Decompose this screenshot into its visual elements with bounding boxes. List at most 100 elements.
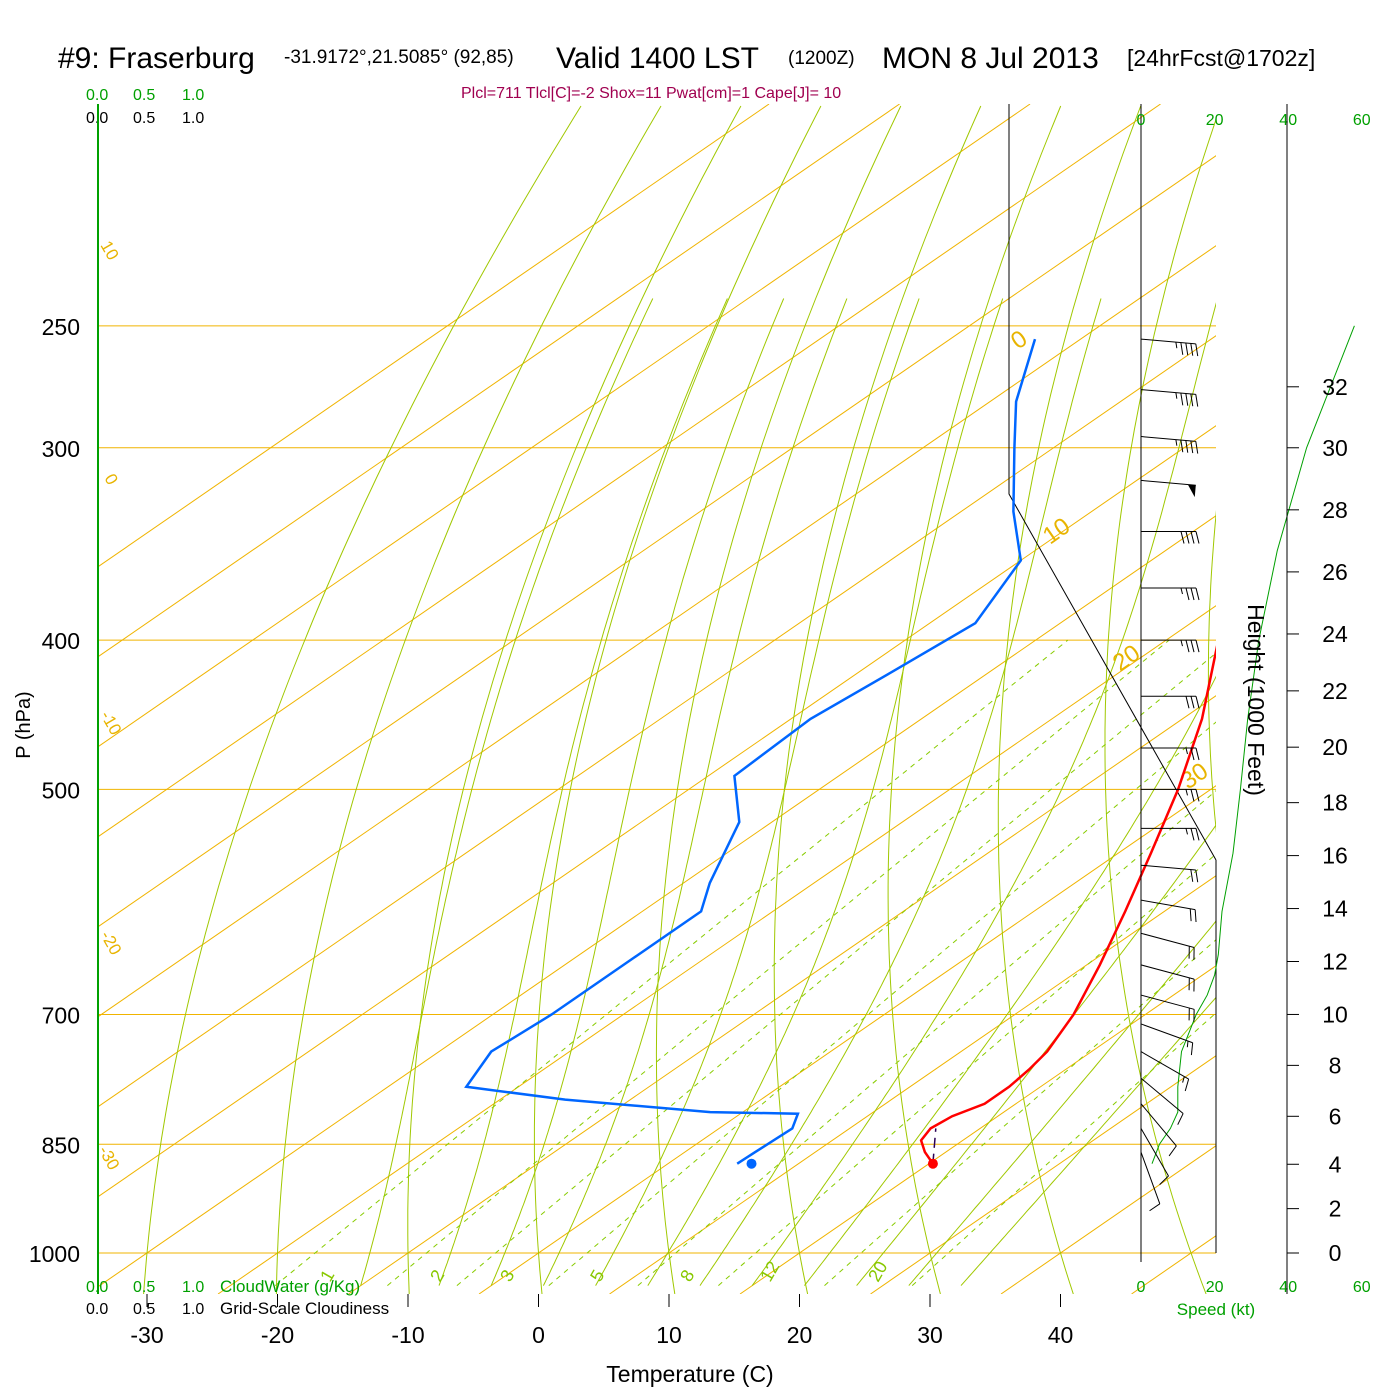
wind-barb-flag — [1185, 440, 1189, 453]
speed-axis-label: Speed (kt) — [1177, 1300, 1255, 1319]
cloud-scale-value: 0.5 — [133, 87, 155, 104]
wind-barb — [1140, 932, 1195, 960]
isotherm-line — [98, 515, 1216, 1288]
cloud-scale-value: 0.0 — [86, 1279, 108, 1296]
height-tick-label: 12 — [1322, 949, 1348, 975]
moist-adiabat — [438, 298, 728, 1286]
dry-adiabat — [407, 105, 742, 1294]
sounding-indices: Plcl=711 Tlcl[C]=-2 Shox=11 Pwat[cm]=1 C… — [461, 85, 841, 102]
isotherm-line — [478, 785, 1216, 1294]
wind-barb-flag — [1195, 789, 1200, 802]
wind-barb-flag — [1149, 1203, 1161, 1212]
temperature-tick-label: -30 — [130, 1322, 163, 1348]
height-tick-label: 8 — [1329, 1052, 1342, 1078]
isotherm-line — [98, 104, 1161, 838]
title-utc: (1200Z) — [788, 48, 855, 69]
wind-barb-flag — [1184, 1078, 1190, 1092]
pressure-tick-label: 850 — [42, 1132, 80, 1158]
surface-dewpoint-marker — [746, 1158, 757, 1169]
wind-barb — [1140, 436, 1199, 454]
x-axis-label: Temperature (C) — [606, 1361, 773, 1387]
wind-barb — [1140, 1051, 1190, 1092]
title-station: #9: Fraserburg — [58, 42, 255, 75]
wind-barb-flag — [1185, 531, 1190, 544]
wind-barb — [1140, 479, 1196, 498]
surface-temperature-marker — [927, 1158, 938, 1169]
moist-adiabat — [542, 298, 848, 1286]
height-tick-label: 0 — [1329, 1240, 1342, 1266]
wind-barb-half-flag — [1175, 342, 1178, 349]
cloud-scale-value: 0.0 — [86, 87, 108, 104]
wind-barb-flag — [1190, 640, 1195, 653]
plot-boundary — [1008, 104, 1217, 861]
wind-barb-flag — [1185, 393, 1189, 406]
dry-adiabat — [997, 105, 1142, 1294]
mixing-ratio-line — [637, 790, 1216, 1286]
dry-adiabat — [773, 105, 982, 1294]
cloud-scale-value: 1.0 — [182, 87, 204, 104]
wind-barb-staff — [1140, 338, 1196, 345]
wind-barb-flag — [1195, 343, 1199, 357]
temperature-tick-label: 10 — [656, 1322, 682, 1348]
cloudwater-scale-top: 0.0 0.5 1.0 — [86, 87, 204, 104]
wind-speed-profile — [1151, 325, 1355, 1164]
wind-barb-flag — [1190, 789, 1195, 802]
cloudiness-scale-bottom: 0.0 0.5 1.0 Grid-Scale Cloudiness — [86, 1299, 389, 1318]
moist-adiabat — [490, 298, 785, 1286]
wind-barb-staff — [1140, 1051, 1189, 1080]
temperature-tick-label: 30 — [917, 1322, 943, 1348]
isotherm-line — [98, 155, 1216, 928]
wind-barb-half-flag — [1182, 1076, 1185, 1083]
wind-barb-flag — [1185, 696, 1190, 709]
wind-barb-flag — [1195, 531, 1200, 544]
wind-barb — [1141, 788, 1200, 802]
sounding-profiles — [464, 338, 1216, 1169]
wind-barb-half-flag — [1185, 789, 1188, 796]
pressure-tick-label: 500 — [42, 777, 80, 803]
wind-barb-flag — [1190, 343, 1194, 356]
height-tick-label: 22 — [1322, 678, 1348, 704]
wind-barb-flag — [1194, 909, 1197, 923]
wind-barb-staff — [1140, 436, 1196, 442]
wind-barb-flag — [1180, 392, 1184, 406]
mixing-ratio-line — [911, 1012, 1216, 1286]
height-tick-label: 32 — [1322, 374, 1348, 400]
dry-adiabat-label: -10 — [97, 708, 126, 739]
wind-barb — [1140, 1151, 1161, 1212]
height-tick-label: 2 — [1329, 1196, 1342, 1222]
thermo-background — [98, 104, 1216, 1294]
height-tick-label: 10 — [1322, 1001, 1348, 1027]
isotherm-line — [609, 875, 1216, 1294]
height-tick-label: 24 — [1322, 621, 1348, 647]
temperature-tick-label: 20 — [787, 1322, 813, 1348]
cloud-scale-value: 0.5 — [133, 110, 155, 127]
wind-barb-staff — [1140, 479, 1196, 486]
wind-barb-flag — [1189, 908, 1192, 922]
height-tick-label: 4 — [1329, 1151, 1342, 1177]
dry-adiabat-label: 0 — [101, 471, 122, 489]
wind-barb — [1140, 1077, 1184, 1125]
temperature-tick-label: -10 — [391, 1322, 424, 1348]
moist-adiabat — [804, 675, 1216, 1286]
height-tick-label: 14 — [1322, 896, 1348, 922]
wind-barb-flag — [1180, 531, 1185, 544]
speed-tick-bottom: 0 — [1137, 1279, 1146, 1296]
moist-adiabat — [647, 298, 1004, 1286]
moist-adiabat-label: 20 — [1108, 639, 1145, 676]
wind-barb — [1140, 899, 1197, 923]
dry-adiabat — [1104, 117, 1216, 1294]
wind-barb-flag — [1195, 828, 1200, 841]
wind-barb — [1140, 864, 1199, 883]
isotherm-line — [98, 245, 1216, 1018]
pressure-tick-label: 1000 — [29, 1241, 80, 1267]
isotherm-line — [98, 335, 1216, 1108]
mixing-ratio-label: 20 — [864, 1258, 891, 1285]
height-tick-label: 6 — [1329, 1103, 1342, 1129]
cloud-scale-value: 0.0 — [86, 1301, 108, 1318]
wind-barb-flag — [1190, 869, 1194, 882]
speed-tick-top: 60 — [1353, 112, 1371, 129]
wind-barb-half-flag — [1175, 392, 1178, 399]
